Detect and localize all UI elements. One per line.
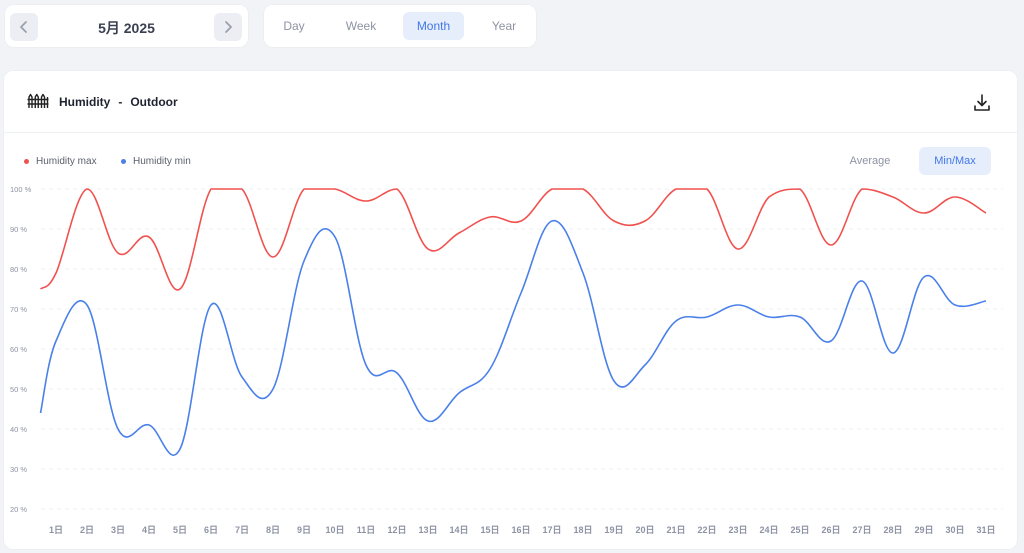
x-tick-label: 31日 [976, 525, 995, 535]
legend-dot-max [24, 159, 29, 164]
x-tick-label: 14日 [449, 525, 468, 535]
x-tick-label: 23日 [728, 525, 747, 535]
x-tick-label: 13日 [418, 525, 437, 535]
legend-item-humidity-max[interactable]: Humidity max [24, 156, 97, 167]
x-tick-label: 11日 [357, 525, 376, 535]
x-tick-label: 12日 [387, 525, 406, 535]
chevron-left-icon [20, 21, 27, 33]
y-tick-label: 40 % [10, 425, 27, 434]
x-tick-label: 19日 [604, 525, 623, 535]
series-line-humidity-max[interactable] [39, 188, 987, 291]
panel-title: Humidity - Outdoor [59, 95, 178, 109]
x-tick-label: 1日 [49, 525, 63, 535]
x-tick-label: 7日 [235, 525, 249, 535]
x-tick-label: 18日 [573, 525, 592, 535]
x-tick-label: 10日 [325, 525, 344, 535]
tab-year[interactable]: Year [491, 19, 517, 33]
humidity-chart: 100 % 90 % 80 % 70 % 60 % 50 % 40 % 30 % 20 % 1日… [10, 185, 1003, 535]
y-tick-label: 50 % [10, 385, 27, 394]
y-tick-label: 20 % [10, 505, 27, 514]
mode-minmax-button[interactable]: Min/Max [919, 147, 991, 175]
panel-header: Humidity - Outdoor [3, 70, 1018, 133]
download-icon[interactable] [971, 92, 993, 114]
legend-item-humidity-min[interactable]: Humidity min [121, 156, 191, 167]
legend-label-min: Humidity min [133, 156, 191, 167]
x-tick-label: 3日 [111, 525, 125, 535]
x-tick-label: 17日 [542, 525, 561, 535]
x-tick-label: 24日 [759, 525, 778, 535]
date-navigator: 5月 2025 [4, 4, 249, 48]
period-tabs: Day Week Month Year [263, 4, 537, 48]
humidity-panel: Humidity - Outdoor Humidity max Humidity m… [3, 70, 1018, 550]
x-tick-label: 5日 [173, 525, 187, 535]
x-tick-label: 27日 [852, 525, 871, 535]
x-tick-label: 21日 [666, 525, 685, 535]
tab-month[interactable]: Month [403, 12, 464, 40]
x-tick-label: 22日 [697, 525, 716, 535]
y-tick-label: 100 % [10, 185, 32, 194]
y-tick-label: 80 % [10, 265, 27, 274]
series-line-humidity-min[interactable] [39, 220, 987, 456]
x-tick-label: 2日 [80, 525, 94, 535]
legend-label-max: Humidity max [36, 156, 97, 167]
panel-title-text: Humidity [59, 95, 111, 109]
previous-period-button[interactable] [10, 13, 38, 41]
y-tick-label: 90 % [10, 225, 27, 234]
panel-subtitle: Outdoor [130, 95, 178, 109]
x-tick-label: 8日 [266, 525, 280, 535]
x-tick-label: 16日 [511, 525, 530, 535]
period-label: 5月 2025 [98, 20, 155, 36]
legend-dot-min [121, 159, 126, 164]
x-tick-label: 25日 [790, 525, 809, 535]
x-tick-label: 26日 [821, 525, 840, 535]
x-tick-label: 20日 [635, 525, 654, 535]
next-period-button[interactable] [214, 13, 242, 41]
tab-week[interactable]: Week [345, 19, 377, 33]
x-tick-label: 15日 [480, 525, 499, 535]
x-tick-label: 29日 [914, 525, 933, 535]
x-tick-label: 28日 [883, 525, 902, 535]
mode-average-button[interactable]: Average [849, 155, 891, 167]
y-tick-label: 30 % [10, 465, 27, 474]
y-tick-label: 70 % [10, 305, 27, 314]
x-tick-label: 6日 [204, 525, 218, 535]
x-tick-label: 30日 [945, 525, 964, 535]
tab-day[interactable]: Day [283, 19, 305, 33]
x-tick-label: 4日 [142, 525, 156, 535]
fence-icon [27, 93, 49, 108]
title-separator: - [118, 95, 123, 109]
chevron-right-icon [225, 21, 232, 33]
x-tick-label: 9日 [297, 525, 311, 535]
y-tick-label: 60 % [10, 345, 27, 354]
